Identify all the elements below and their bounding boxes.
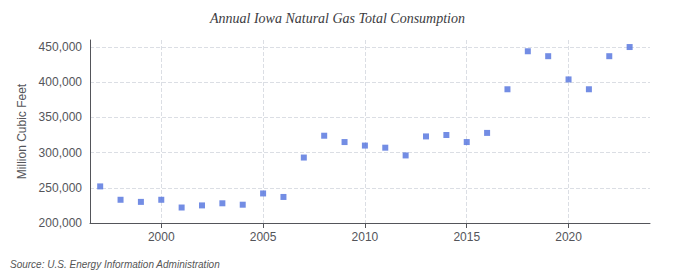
svg-text:2010: 2010 [352, 230, 379, 244]
svg-text:Annual Iowa Natural Gas Total: Annual Iowa Natural Gas Total Consumptio… [209, 11, 465, 26]
svg-text:250,000: 250,000 [39, 181, 83, 195]
svg-text:350,000: 350,000 [39, 110, 83, 124]
svg-text:Million Cubic Feet: Million Cubic Feet [15, 83, 29, 179]
svg-text:Source: U.S. Energy Informatio: Source: U.S. Energy Information Administ… [10, 259, 220, 270]
svg-text:200,000: 200,000 [39, 216, 83, 230]
svg-text:300,000: 300,000 [39, 146, 83, 160]
svg-text:450,000: 450,000 [39, 40, 83, 54]
svg-text:2005: 2005 [250, 230, 277, 244]
svg-text:2000: 2000 [148, 230, 175, 244]
svg-text:2020: 2020 [555, 230, 582, 244]
svg-text:400,000: 400,000 [39, 75, 83, 89]
svg-text:2015: 2015 [453, 230, 480, 244]
